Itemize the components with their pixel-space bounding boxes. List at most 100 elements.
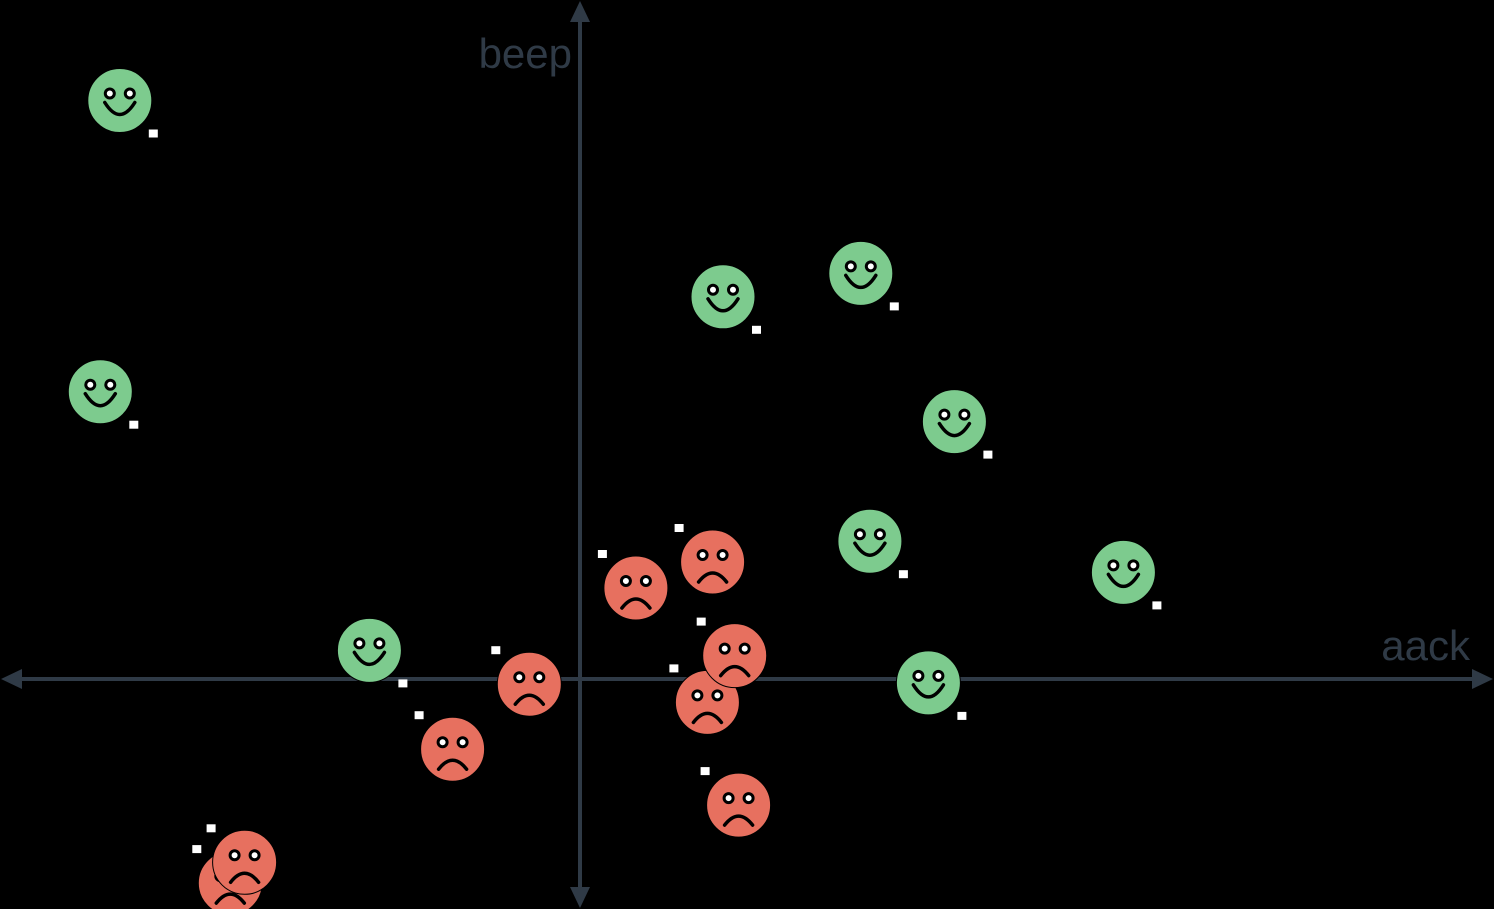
sad-face-icon <box>597 550 669 621</box>
face-eye <box>727 283 739 296</box>
face-eye <box>353 637 366 650</box>
face-eye <box>707 283 719 296</box>
face-eye <box>958 408 971 421</box>
face-mouth <box>228 871 261 885</box>
face-eye <box>718 642 731 655</box>
sad-face-icon <box>414 711 486 782</box>
x-axis-arrow-right <box>1472 669 1493 689</box>
face-eye <box>639 575 652 587</box>
sad-face-icon <box>674 524 746 595</box>
face-circle <box>680 529 746 595</box>
face-eye <box>912 669 925 682</box>
point-tag <box>674 524 684 532</box>
sad-face-icon <box>696 617 768 689</box>
face-mouth <box>620 597 652 610</box>
sad-face-icon <box>206 824 278 895</box>
face-eye <box>691 689 704 702</box>
happy-face-icon <box>837 508 908 579</box>
face-eye <box>696 549 709 561</box>
face-mouth <box>83 391 118 408</box>
face-eye <box>938 408 951 421</box>
face-mouth <box>1106 572 1141 589</box>
face-circle <box>828 240 894 306</box>
happy-face-icon <box>895 650 967 720</box>
point-tag <box>398 679 408 688</box>
y-axis-label: beep <box>479 30 572 77</box>
happy-face-icon <box>336 617 408 688</box>
face-mouth <box>853 541 887 557</box>
face-circle <box>212 829 278 895</box>
face-mouth <box>103 100 137 117</box>
face-mouth <box>436 758 469 771</box>
sad-face-icon <box>669 664 740 735</box>
point-tag <box>129 420 139 429</box>
face-circle <box>87 68 153 133</box>
point-tag <box>669 664 679 673</box>
face-eye <box>932 669 945 682</box>
face-mouth <box>513 693 546 706</box>
face-eye <box>716 549 729 561</box>
face-eye <box>248 849 261 862</box>
face-mouth <box>214 892 247 905</box>
point-tag <box>414 711 424 720</box>
face-circle <box>690 264 756 330</box>
happy-face-icon <box>828 240 899 311</box>
face-eye <box>864 260 877 273</box>
point-tag <box>957 711 967 720</box>
face-circle <box>895 650 961 716</box>
face-circle <box>1090 539 1156 605</box>
face-eye <box>456 736 469 749</box>
sad-face-icon <box>700 767 772 838</box>
y-axis-arrow-top <box>570 1 590 22</box>
face-mouth <box>706 297 740 313</box>
face-eye <box>123 87 136 100</box>
point-tag <box>898 570 908 579</box>
face-circle <box>420 716 486 782</box>
point-tag <box>148 129 158 138</box>
face-eye <box>711 689 724 702</box>
face-mouth <box>352 650 387 667</box>
face-eye <box>738 642 751 655</box>
point-tag <box>1152 601 1162 610</box>
happy-face-icon <box>690 264 761 334</box>
face-eye <box>742 792 755 805</box>
y-axis-arrow-bottom <box>570 887 590 908</box>
face-eye <box>873 528 886 541</box>
face-eye <box>1107 559 1120 572</box>
face-circle <box>706 772 772 838</box>
face-eye <box>1127 559 1140 572</box>
face-eye <box>103 87 116 100</box>
face-eye <box>722 792 735 805</box>
face-mouth <box>911 683 946 699</box>
point-tag <box>889 302 899 311</box>
face-mouth <box>722 814 755 827</box>
face-eye <box>436 736 449 749</box>
sad-face-icon <box>491 646 562 717</box>
face-eye <box>533 671 546 684</box>
x-axis-label: aack <box>1381 622 1471 669</box>
face-circle <box>837 508 903 574</box>
face-eye <box>619 575 632 587</box>
face-eye <box>373 637 386 650</box>
happy-face-icon <box>87 68 158 138</box>
face-circle <box>603 555 669 621</box>
face-mouth <box>718 664 751 678</box>
face-eye <box>844 260 857 273</box>
face-eye <box>853 528 866 541</box>
happy-face-icon <box>921 389 993 459</box>
point-tag <box>491 646 501 655</box>
face-eye <box>104 378 117 391</box>
face-eye <box>84 378 97 391</box>
data-points <box>67 68 1162 909</box>
face-mouth <box>696 571 729 584</box>
happy-face-icon <box>67 359 139 429</box>
face-circle <box>496 651 562 717</box>
face-mouth <box>937 421 972 438</box>
point-tag <box>597 550 607 558</box>
point-tag <box>700 767 710 776</box>
point-tag <box>192 845 202 854</box>
face-eye <box>228 849 241 862</box>
point-tag <box>206 824 216 833</box>
